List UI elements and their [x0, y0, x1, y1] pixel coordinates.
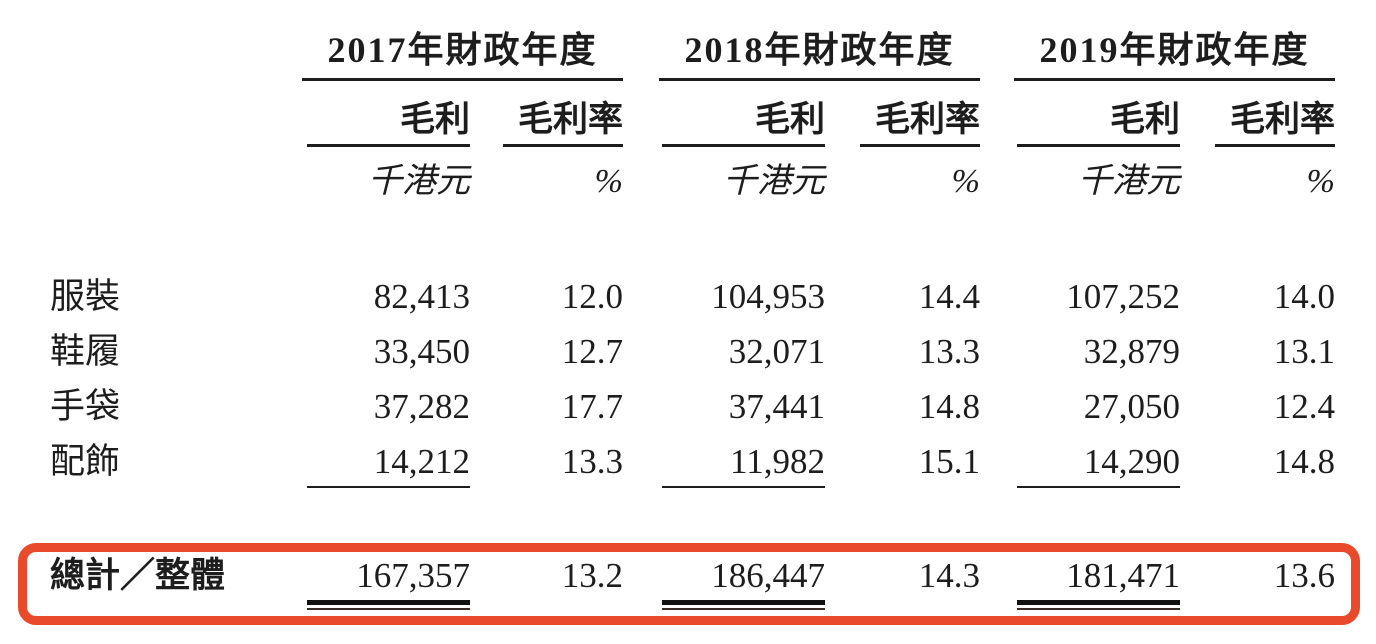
- cell-value: 12.0: [561, 277, 623, 316]
- table-row-total: 總計／整體 167,357 13.2 186,447 14.3 181,471 …: [0, 556, 1340, 610]
- cell-value: 14,290: [1017, 442, 1180, 488]
- col-gross-profit-2017: 毛利: [250, 100, 470, 147]
- cell-value-underlined: 14,290: [980, 442, 1180, 488]
- cell-value: 14.8: [918, 387, 980, 426]
- total-thin-rule: [307, 608, 470, 610]
- unit-hkd-2017: 千港元: [368, 163, 470, 200]
- unit-hkd-2019: 千港元: [1078, 163, 1180, 200]
- cell-value: 17.7: [561, 387, 623, 426]
- total-thin-rule: [662, 608, 825, 610]
- col-margin-2017-label: 毛利率: [503, 100, 623, 147]
- cell-value: 14.0: [1273, 277, 1335, 316]
- cell-value: 12.7: [561, 332, 623, 371]
- cell-value-underlined: 14,212: [250, 442, 470, 488]
- cell-value: 15.1: [918, 442, 980, 481]
- table-row-footwear: 鞋履 33,450 12.7 32,071 13.3 32,879 13.1: [0, 332, 1340, 372]
- table-row-handbags: 手袋 37,282 17.7 37,441 14.8 27,050 12.4: [0, 387, 1340, 427]
- double-rule-wrap: 181,471: [1017, 556, 1180, 610]
- col-gross-profit-2019: 毛利: [980, 100, 1180, 147]
- cell-value: 27,050: [1083, 387, 1180, 426]
- cell-value: 37,441: [728, 387, 825, 426]
- total-cell-underlined: 167,357: [250, 556, 470, 610]
- unit-hkd-2018: 千港元: [723, 163, 825, 200]
- row-label: 手袋: [50, 387, 121, 426]
- total-value: 167,357: [307, 556, 470, 605]
- unit-pct-2018: %: [951, 163, 980, 200]
- col-margin-2019: 毛利率: [1180, 100, 1335, 147]
- col-gross-profit-2018: 毛利: [623, 100, 825, 147]
- cell-value: 14.8: [1273, 442, 1335, 481]
- cell-value: 104,953: [711, 277, 825, 316]
- units-row: 千港元 % 千港元 % 千港元 %: [0, 162, 1340, 202]
- year-header-2017: 2017年財政年度: [302, 28, 623, 81]
- cell-value: 12.4: [1273, 387, 1335, 426]
- total-value: 13.2: [561, 556, 623, 595]
- subheader-spacer: [0, 100, 250, 147]
- col-margin-2018: 毛利率: [825, 100, 980, 147]
- header-spacer: [0, 28, 250, 81]
- units-spacer: [0, 162, 250, 202]
- row-label: 配飾: [50, 442, 121, 481]
- total-value: 13.6: [1273, 556, 1335, 595]
- cell-value: 107,252: [1066, 277, 1180, 316]
- col-gross-profit-2019-label: 毛利: [1017, 100, 1180, 147]
- total-value: 186,447: [662, 556, 825, 605]
- cell-value: 14.4: [918, 277, 980, 316]
- cell-value: 82,413: [373, 277, 470, 316]
- cell-value: 32,071: [728, 332, 825, 371]
- year-group-2017: 2017年財政年度: [250, 28, 623, 81]
- unit-pct-2019: %: [1306, 163, 1335, 200]
- table-row-apparel: 服裝 82,413 12.0 104,953 14.4 107,252 14.0: [0, 277, 1340, 317]
- year-header-row: 2017年財政年度 2018年財政年度 2019年財政年度: [0, 28, 1340, 81]
- cell-value: 37,282: [373, 387, 470, 426]
- total-thin-rule: [1017, 608, 1180, 610]
- table-row-accessories: 配飾 14,212 13.3 11,982 15.1 14,290 14.8: [0, 442, 1340, 488]
- year-group-2019: 2019年財政年度: [980, 28, 1335, 81]
- year-header-2019: 2019年財政年度: [1014, 28, 1335, 81]
- cell-value: 11,982: [662, 442, 825, 488]
- cell-value: 13.3: [561, 442, 623, 481]
- cell-value-underlined: 11,982: [623, 442, 825, 488]
- cell-value: 14,212: [307, 442, 470, 488]
- total-cell-underlined: 181,471: [980, 556, 1180, 610]
- row-label: 服裝: [50, 277, 121, 316]
- year-group-2018: 2018年財政年度: [623, 28, 980, 81]
- col-margin-2017: 毛利率: [470, 100, 623, 147]
- double-rule-wrap: 186,447: [662, 556, 825, 610]
- total-cell-underlined: 186,447: [623, 556, 825, 610]
- unit-pct-2017: %: [594, 163, 623, 200]
- total-value: 181,471: [1017, 556, 1180, 605]
- col-margin-2019-label: 毛利率: [1215, 100, 1335, 147]
- cell-value: 13.1: [1273, 332, 1335, 371]
- year-header-2018: 2018年財政年度: [659, 28, 980, 81]
- col-gross-profit-2017-label: 毛利: [307, 100, 470, 147]
- cell-value: 33,450: [373, 332, 470, 371]
- total-row-label: 總計／整體: [50, 556, 226, 595]
- col-margin-2018-label: 毛利率: [860, 100, 980, 147]
- col-gross-profit-2018-label: 毛利: [662, 100, 825, 147]
- double-rule-wrap: 167,357: [307, 556, 470, 610]
- subheader-row: 毛利 毛利率 毛利 毛利率 毛利 毛利率: [0, 100, 1340, 147]
- cell-value: 13.3: [918, 332, 980, 371]
- total-value: 14.3: [918, 556, 980, 595]
- cell-value: 32,879: [1083, 332, 1180, 371]
- row-label: 鞋履: [50, 332, 121, 371]
